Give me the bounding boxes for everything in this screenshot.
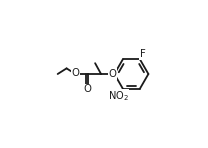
Text: O: O <box>108 69 116 79</box>
Text: O: O <box>84 84 92 94</box>
Text: F: F <box>140 49 146 59</box>
Text: NO$_2$: NO$_2$ <box>108 90 129 103</box>
Text: O: O <box>71 68 79 78</box>
